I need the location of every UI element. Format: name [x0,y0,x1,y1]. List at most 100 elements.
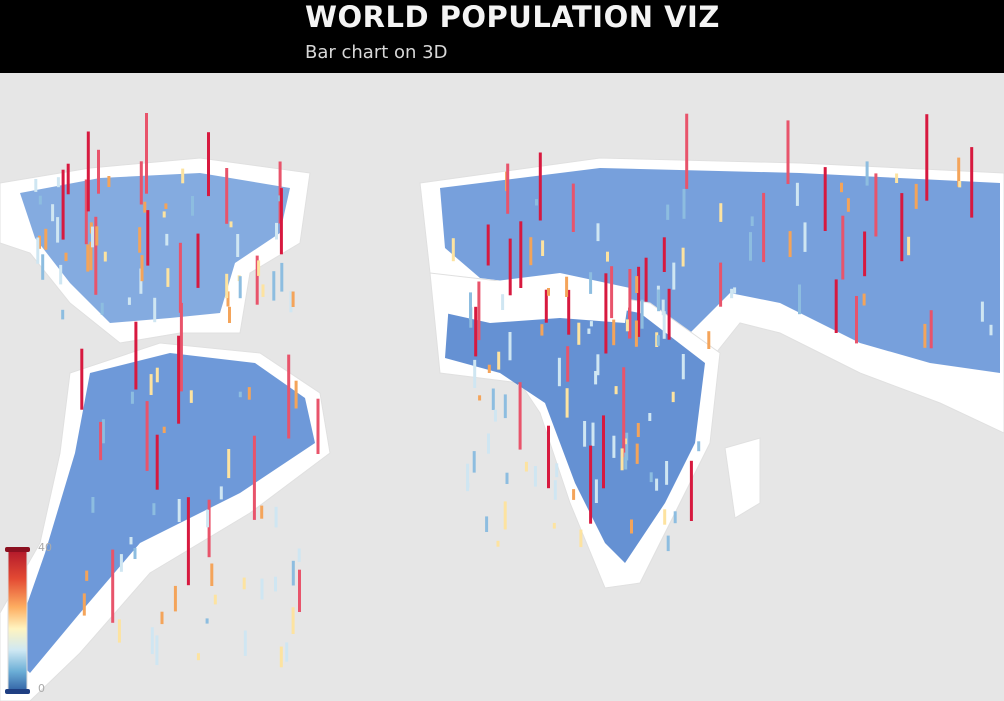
visual-map-bar [7,549,28,694]
south-america-top [10,353,315,673]
decorative-bar [681,247,685,267]
decorative-bar [155,635,159,666]
decorative-bar [497,351,501,370]
decorative-bar [840,182,843,193]
decorative-bar [238,391,242,398]
decorative-bar [260,578,264,600]
decorative-bar [117,619,121,643]
decorative-bar [606,251,609,262]
decorative-bar [165,233,169,246]
bar-layer [34,113,993,668]
decorative-bar [85,570,89,581]
decorative-bar [316,398,320,454]
decorative-bar [557,357,561,387]
decorative-bar [478,395,482,401]
decorative-bar [555,463,559,478]
decorative-bar [134,321,138,390]
decorative-bar [289,291,293,313]
decorative-bar [285,642,289,662]
decorative-bar [91,226,94,248]
decorative-bar [149,374,153,395]
decorative-bar [162,426,166,433]
decorative-bar [469,292,472,320]
decorative-bar [565,276,569,297]
decorative-bar [620,448,624,471]
decorative-bar [491,388,495,410]
decorative-bar [260,505,264,519]
decorative-bar [719,262,723,307]
decorative-bar [538,152,542,221]
decorative-bar [242,577,246,590]
decorative-bar [173,585,177,612]
visual-map-handle[interactable] [5,689,30,694]
decorative-bar [56,177,60,188]
decorative-bar [656,335,660,346]
decorative-bar [487,364,491,373]
decorative-bar [602,415,605,489]
decorative-bar [637,266,641,337]
decorative-bar [86,244,90,272]
decorative-bar [56,217,60,243]
decorative-bar [44,228,48,250]
decorative-bar [127,297,131,305]
decorative-bar [923,323,927,348]
decorative-bar [823,167,827,231]
decorative-bar [612,319,616,346]
decorative-bar [594,371,598,385]
decorative-bar [59,264,63,285]
decorative-bar [914,183,918,209]
decorative-bar [958,181,962,188]
decorative-bar [252,435,256,520]
decorative-bar [279,646,283,668]
decorative-bar [689,460,693,521]
decorative-bar [929,310,933,349]
map-scene [0,113,1004,701]
decorative-bar [552,522,556,529]
madagascar [724,437,761,519]
decorative-bar [160,611,164,625]
decorative-bar [487,433,490,454]
decorative-bar [80,348,84,410]
decorative-bar [298,569,301,612]
decorative-bar [649,472,653,483]
decorative-bar [225,273,229,299]
decorative-bar [280,262,284,292]
decorative-bar [506,163,510,214]
decorative-bar [243,630,247,656]
decorative-bar [865,161,869,186]
decorative-bar [291,291,295,307]
decorative-bar [129,537,133,545]
decorative-bar [466,463,470,492]
decorative-bar [583,421,587,447]
decorative-bar [535,199,538,206]
decorative-bar [145,401,149,471]
decorative-bar [604,273,608,354]
decorative-bar [145,113,148,194]
decorative-bar [287,354,291,439]
header: WORLD POPULATION VIZ Bar chart on 3D [0,0,1004,73]
decorative-bar [634,320,638,347]
decorative-bar [553,480,557,500]
decorative-bar [103,251,107,262]
decorative-bar [762,192,766,263]
decorative-bar [596,223,600,242]
visual-map-handle[interactable] [5,547,30,552]
decorative-bar [980,301,984,322]
subtitle: Bar chart on 3D [305,42,448,63]
decorative-bar [786,120,790,184]
decorative-bar [94,216,98,295]
decorative-bar [503,394,507,419]
decorative-bar [474,306,478,357]
decorative-bar [685,113,689,189]
decorative-bar [519,221,523,288]
decorative-bar [274,576,277,592]
decorative-bar [152,503,156,516]
decorative-bar [291,560,295,586]
decorative-bar [591,422,595,446]
decorative-bar [625,432,629,461]
decorative-bar [133,548,137,559]
decorative-bar [179,302,183,392]
decorative-bar [925,114,929,201]
decorative-bar [297,548,301,562]
decorative-bar [863,231,867,277]
